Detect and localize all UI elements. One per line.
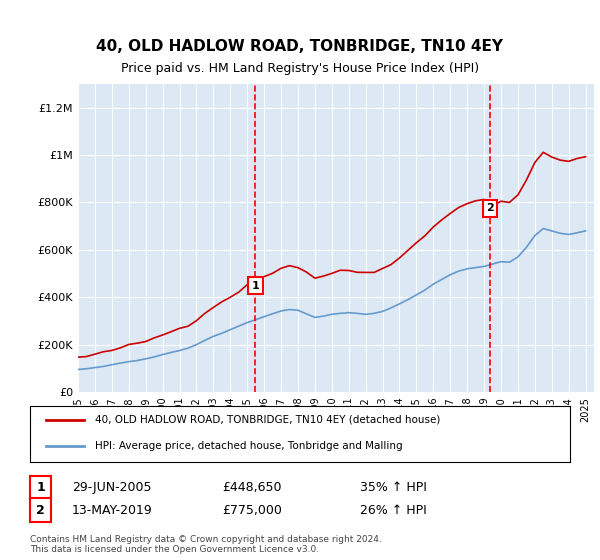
Text: Contains HM Land Registry data © Crown copyright and database right 2024.
This d: Contains HM Land Registry data © Crown c… xyxy=(30,535,382,554)
Text: £775,000: £775,000 xyxy=(222,503,282,517)
Text: 2: 2 xyxy=(486,203,494,213)
Text: 29-JUN-2005: 29-JUN-2005 xyxy=(72,481,151,494)
Text: 35% ↑ HPI: 35% ↑ HPI xyxy=(360,481,427,494)
Text: 1: 1 xyxy=(251,281,259,291)
Text: 1: 1 xyxy=(36,481,45,494)
Text: £448,650: £448,650 xyxy=(222,481,281,494)
Text: 40, OLD HADLOW ROAD, TONBRIDGE, TN10 4EY: 40, OLD HADLOW ROAD, TONBRIDGE, TN10 4EY xyxy=(97,39,503,54)
Text: 26% ↑ HPI: 26% ↑ HPI xyxy=(360,503,427,517)
Text: HPI: Average price, detached house, Tonbridge and Malling: HPI: Average price, detached house, Tonb… xyxy=(95,441,403,451)
Text: Price paid vs. HM Land Registry's House Price Index (HPI): Price paid vs. HM Land Registry's House … xyxy=(121,62,479,74)
Text: 2: 2 xyxy=(36,503,45,517)
Text: 40, OLD HADLOW ROAD, TONBRIDGE, TN10 4EY (detached house): 40, OLD HADLOW ROAD, TONBRIDGE, TN10 4EY… xyxy=(95,415,440,425)
Text: 13-MAY-2019: 13-MAY-2019 xyxy=(72,503,153,517)
